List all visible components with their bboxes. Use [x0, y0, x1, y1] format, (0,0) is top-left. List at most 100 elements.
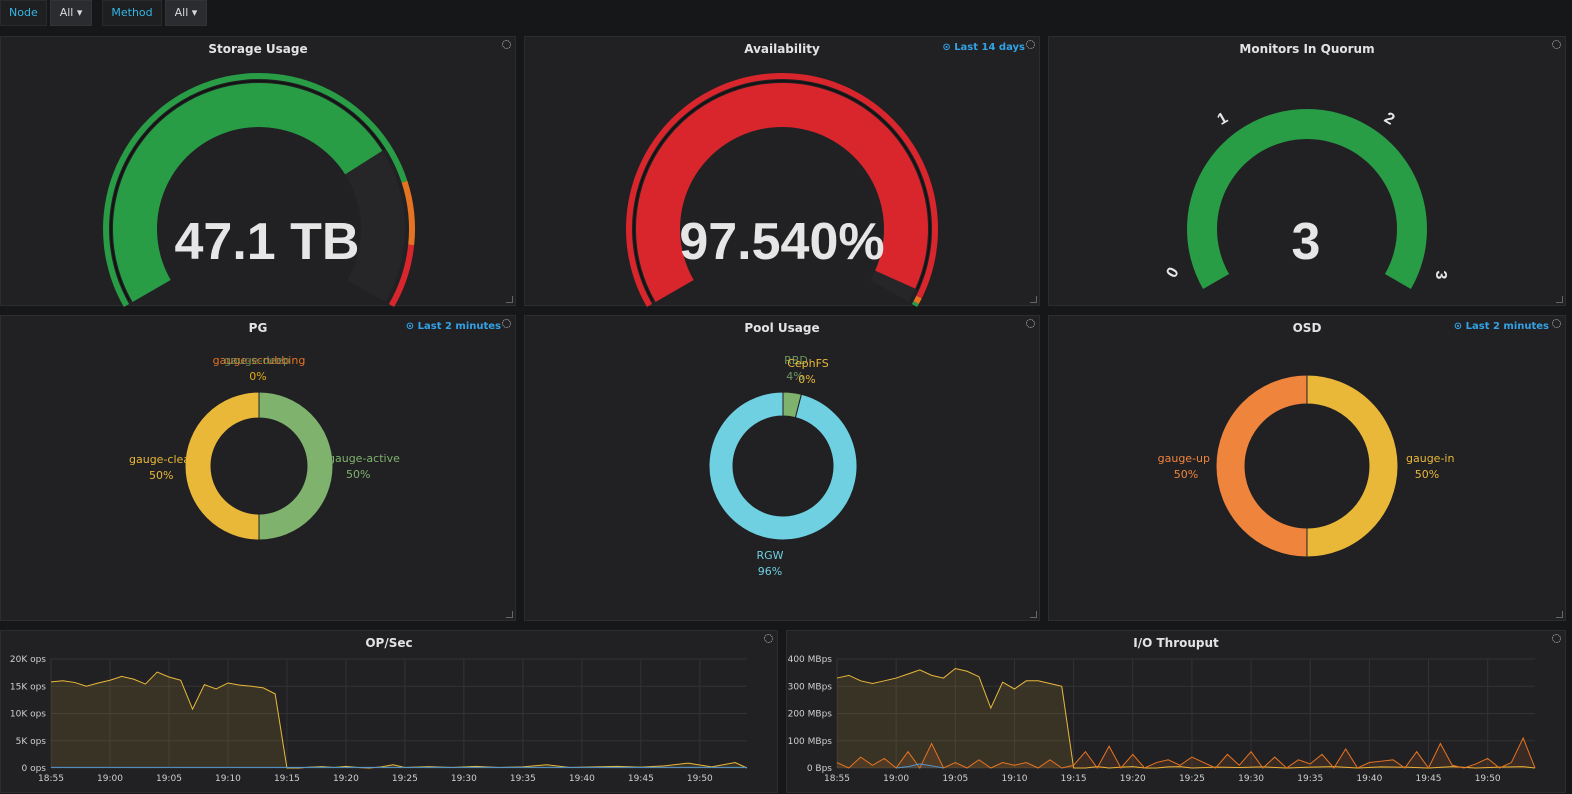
gauge-threshold-orange [401, 180, 415, 246]
y-tick-label: 10K ops [10, 710, 46, 720]
pie-label-rgw: RGW [756, 549, 783, 562]
panel-title[interactable]: Availability [744, 42, 820, 56]
pie-pct-clean: 50% [149, 469, 173, 482]
gauge-threshold-red [388, 244, 415, 307]
loading-icon [1552, 634, 1561, 643]
pie-label-active: gauge-active [328, 452, 400, 465]
series-line-1[interactable] [836, 736, 1536, 769]
pie-pct-cephfs: 0% [798, 373, 815, 386]
x-tick-label: 19:05 [156, 774, 182, 784]
pool-donut: RBD 4% CephFS 0% RGW 96% [708, 354, 858, 578]
x-tick-label: 19:30 [451, 774, 477, 784]
io-chart: 400 MBps 300 MBps 200 MBps 100 MBps 0 Bps18:… [788, 655, 1536, 784]
y-tick-label: 20K ops [10, 655, 46, 665]
x-tick-label: 19:20 [333, 774, 359, 784]
loading-icon [764, 634, 773, 643]
variable-node-label: Node [0, 0, 47, 26]
pie-slice-rgw[interactable] [708, 391, 858, 541]
resize-handle[interactable] [1030, 296, 1037, 303]
chart-grid [836, 658, 1535, 769]
pie-label-in: gauge-in [1406, 452, 1454, 465]
chart-grid [50, 658, 747, 769]
series-line-2[interactable] [896, 763, 944, 769]
osd-donut: gauge-in 50% gauge-up 50% [1158, 374, 1454, 558]
gauge-tick-0: 0 [1164, 265, 1183, 281]
pie-slice-gauge-up[interactable] [1215, 374, 1308, 558]
pie-pct-rgw: 96% [758, 565, 782, 578]
series-line-0[interactable] [836, 667, 1536, 769]
x-tick-label: 19:00 [97, 774, 123, 784]
x-tick-label: 18:55 [824, 774, 850, 784]
variable-method-select[interactable]: All ▾ [164, 0, 208, 26]
x-tick-label: 19:50 [1475, 774, 1501, 784]
panel-title[interactable]: Storage Usage [208, 42, 308, 56]
panel-monitors-quorum: Monitors In Quorum 3 0 1 2 3 [1048, 36, 1566, 306]
panel-op-sec: OP/Sec 20K ops 15K ops 10K ops 5K ops 0 ops 1… [0, 630, 778, 793]
pie-slice-gauge-active[interactable] [258, 391, 334, 541]
gauge-threshold-green [911, 301, 919, 307]
gauge-tick-3: 3 [1432, 271, 1449, 280]
y-tick-label: 300 MBps [788, 682, 833, 692]
panel-title[interactable]: Monitors In Quorum [1239, 42, 1375, 56]
x-tick-label: 19:10 [215, 774, 241, 784]
panel-availability: Availability ⊙ Last 14 days 97.540% [524, 36, 1040, 307]
y-tick-label: 100 MBps [788, 737, 833, 747]
pie-slice-gauge-in[interactable] [1306, 374, 1399, 558]
pg-donut: gauge-scrubbing gauge-deep 0% gauge-acti… [129, 354, 400, 541]
y-tick-label: 0 ops [22, 764, 47, 774]
panel-title[interactable]: I/O Throuput [1133, 636, 1219, 650]
gauge-value: 97.540% [679, 213, 884, 271]
gauge-fill [113, 83, 383, 302]
x-tick-label: 19:35 [1297, 774, 1323, 784]
y-tick-label: 0 Bps [807, 764, 832, 774]
y-tick-label: 200 MBps [788, 710, 833, 720]
gauge-tick-1: 1 [1215, 109, 1231, 128]
loading-icon [502, 319, 511, 328]
resize-handle[interactable] [1030, 611, 1037, 618]
panel-storage-usage: Storage Usage 47.1 TB [0, 36, 516, 307]
panel-title[interactable]: OP/Sec [365, 636, 413, 650]
loading-icon [1026, 319, 1035, 328]
x-tick-label: 19:05 [942, 774, 968, 784]
gauge-tick-2: 2 [1381, 110, 1397, 129]
x-tick-label: 19:50 [687, 774, 713, 784]
panel-pg: PG ⊙ Last 2 minutes gauge-scrubbing gaug… [0, 315, 516, 621]
time-range-badge: ⊙ Last 14 days [942, 42, 1025, 53]
resize-handle[interactable] [506, 611, 513, 618]
pie-pct-up: 50% [1174, 468, 1198, 481]
pie-pct-in: 50% [1415, 468, 1439, 481]
series-area-0 [51, 672, 747, 768]
panel-title[interactable]: PG [248, 321, 268, 335]
x-tick-label: 19:30 [1238, 774, 1264, 784]
pie-pct-active: 50% [346, 468, 370, 481]
series-area-0 [837, 668, 1535, 768]
pie-pct-rbd: 4% [786, 370, 803, 383]
panel-title[interactable]: OSD [1292, 321, 1322, 335]
gauge-value: 47.1 TB [175, 213, 360, 271]
resize-handle[interactable] [506, 296, 513, 303]
storage-gauge: 47.1 TB [103, 73, 415, 307]
pie-label-up: gauge-up [1158, 452, 1210, 465]
variable-node-select[interactable]: All ▾ [49, 0, 93, 26]
gauge-value: 3 [1292, 213, 1321, 271]
x-tick-label: 19:35 [510, 774, 536, 784]
pie-label-deep: gauge-deep [224, 354, 290, 367]
loading-icon [1026, 40, 1035, 49]
panel-title[interactable]: Pool Usage [744, 321, 820, 335]
x-tick-label: 19:15 [274, 774, 300, 784]
availability-gauge: 97.540% [626, 73, 938, 307]
loading-icon [1552, 319, 1561, 328]
x-tick-label: 19:40 [1356, 774, 1382, 784]
x-tick-label: 19:45 [628, 774, 654, 784]
x-tick-label: 19:15 [1061, 774, 1087, 784]
resize-handle[interactable] [1556, 611, 1563, 618]
y-tick-label: 15K ops [10, 682, 46, 692]
gauge-fill [1187, 109, 1427, 289]
gauge-outline [633, 80, 931, 302]
variable-method-label: Method [102, 0, 162, 26]
pie-label-zero-pct: 0% [249, 370, 266, 383]
resize-handle[interactable] [1556, 296, 1563, 303]
pie-slice-gauge-clean[interactable] [184, 391, 260, 541]
template-variables: Node All ▾ Method All ▾ [0, 0, 208, 26]
